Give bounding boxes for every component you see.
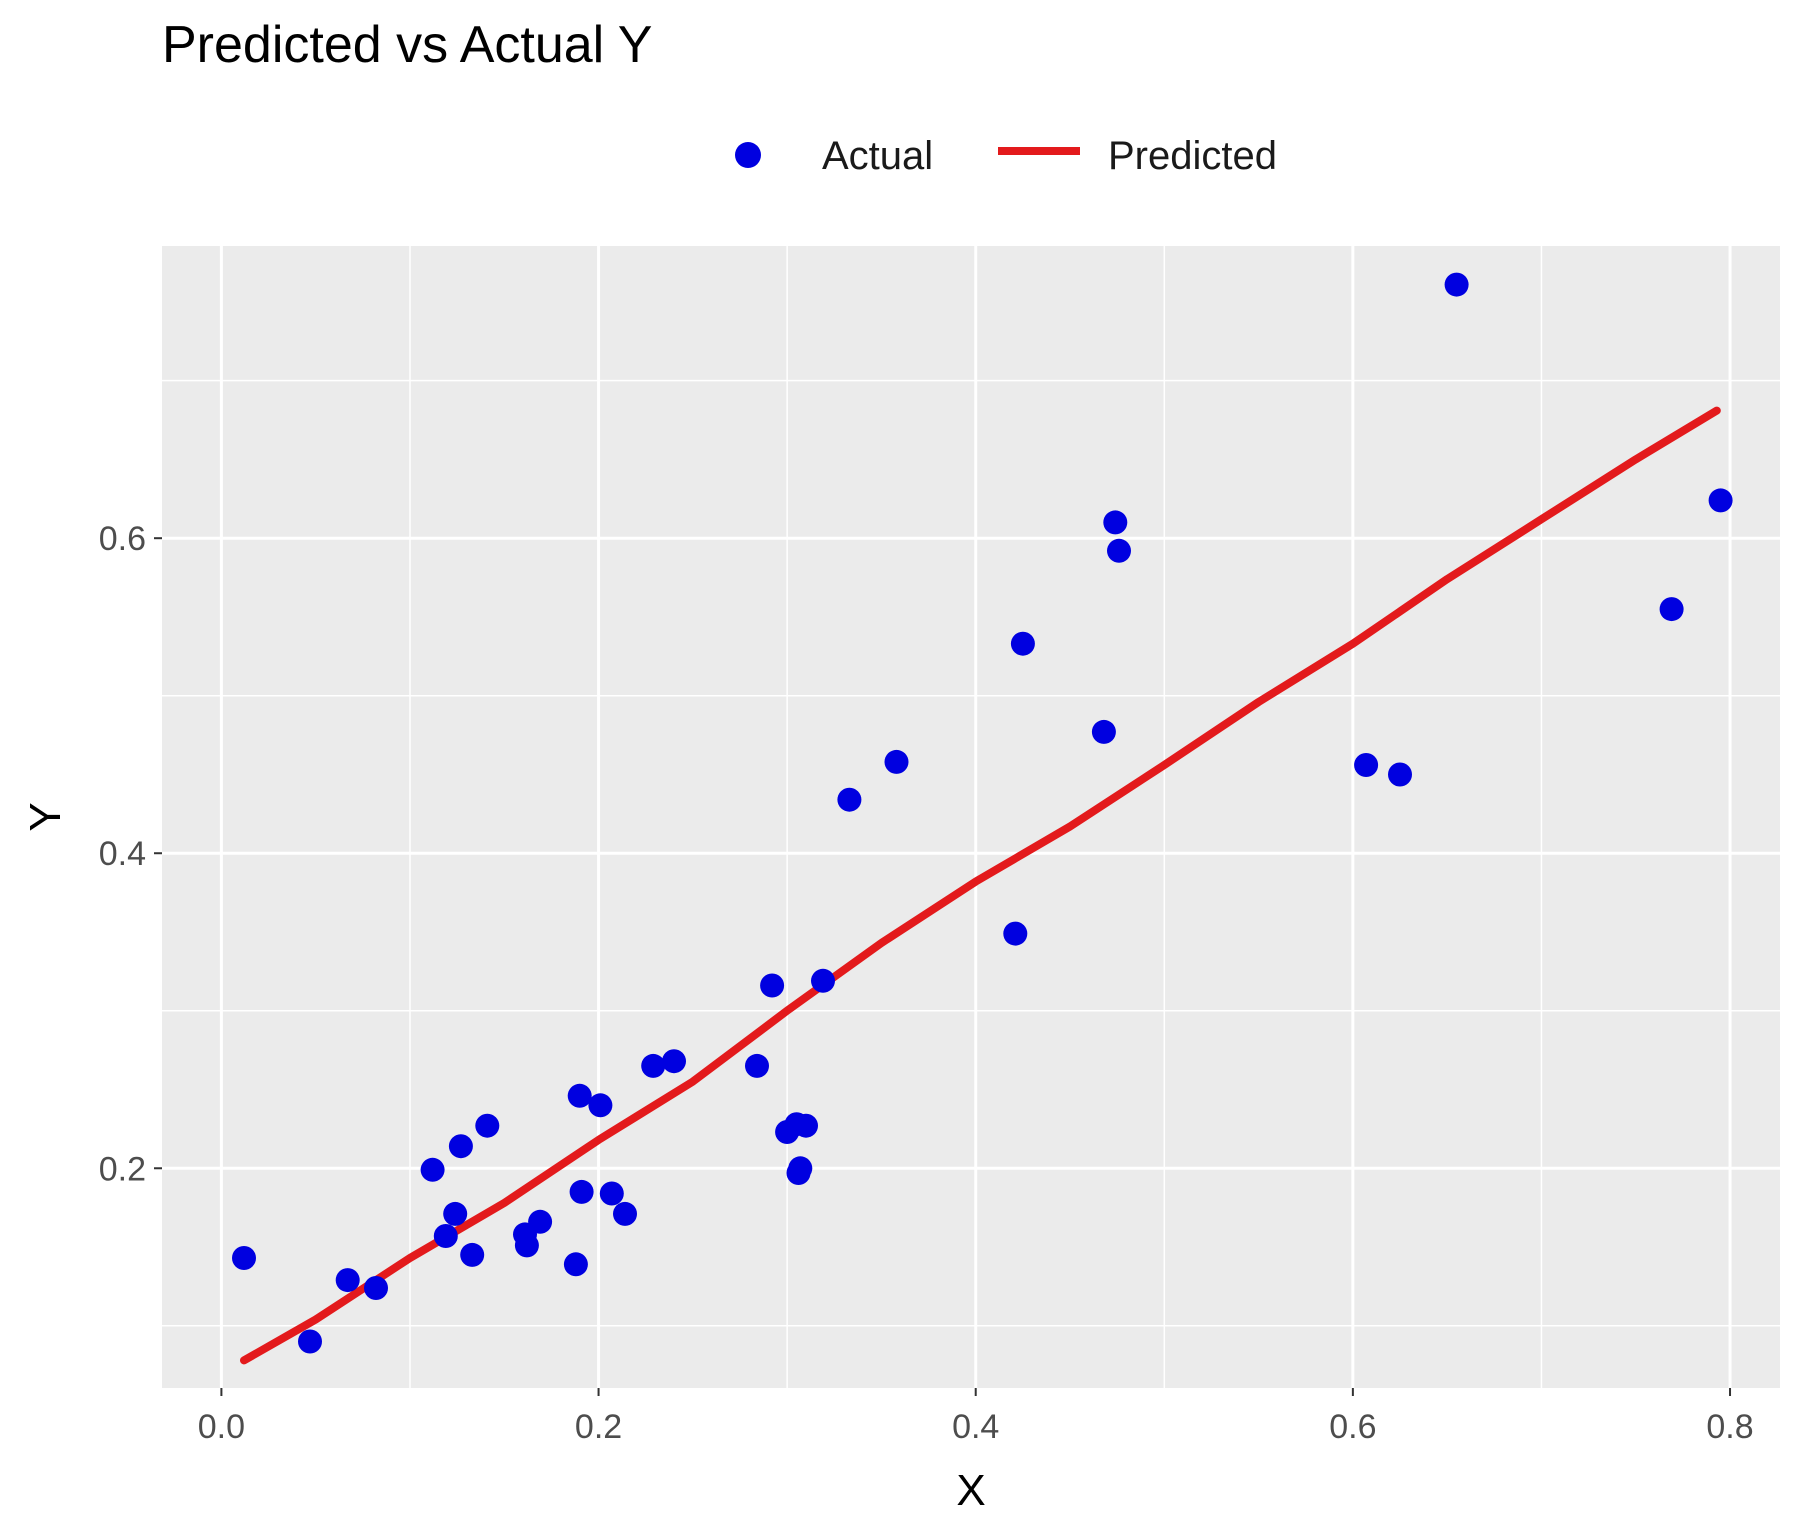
actual-point-13	[563, 1252, 588, 1277]
predicted-series-line	[240, 406, 1721, 1365]
y-tick-label-1: 0.4	[99, 835, 146, 873]
actual-point-0	[232, 1246, 256, 1270]
x-tick-label-4: 0.8	[1706, 1408, 1753, 1446]
actual-point-39	[1659, 597, 1684, 622]
x-axis: 0.0 0.2 0.4 0.6 0.8	[198, 1388, 1754, 1446]
actual-point-33	[1091, 719, 1116, 744]
y-axis-label: Y	[21, 802, 70, 831]
actual-point-37	[1388, 762, 1412, 787]
legend: Actual Predicted	[735, 134, 1277, 178]
actual-point-34	[1103, 510, 1128, 535]
actual-point-22	[760, 973, 785, 998]
actual-point-28	[811, 968, 835, 993]
legend-actual-marker	[735, 142, 761, 168]
y-axis: 0.2 0.4 0.6	[99, 520, 162, 1188]
actual-point-20	[662, 1049, 686, 1074]
actual-series-points	[232, 272, 1733, 1354]
actual-point-2	[335, 1268, 360, 1293]
actual-point-4	[420, 1157, 445, 1182]
actual-point-30	[884, 749, 909, 774]
legend-actual-label: Actual	[822, 134, 933, 178]
actual-point-31	[1003, 921, 1028, 946]
legend-predicted-label: Predicted	[1108, 134, 1277, 178]
y-tick-label-2: 0.6	[99, 520, 146, 558]
actual-point-7	[448, 1134, 473, 1159]
actual-point-35	[1107, 538, 1131, 563]
actual-point-21	[745, 1053, 769, 1078]
x-tick-label-0: 0.0	[198, 1408, 245, 1446]
actual-point-17	[599, 1181, 624, 1206]
plot-area	[162, 246, 1780, 1388]
actual-point-1	[298, 1329, 322, 1354]
actual-point-29	[837, 787, 862, 812]
actual-point-12	[528, 1209, 553, 1234]
minor-gridlines	[162, 246, 1780, 1388]
actual-point-16	[588, 1093, 613, 1118]
actual-point-9	[475, 1113, 500, 1138]
actual-point-14	[567, 1083, 592, 1108]
actual-point-5	[433, 1224, 458, 1248]
x-tick-label-1: 0.2	[575, 1408, 622, 1446]
x-tick-label-3: 0.6	[1329, 1408, 1376, 1446]
actual-point-26	[788, 1156, 813, 1181]
actual-point-40	[1708, 488, 1733, 513]
actual-point-6	[443, 1201, 468, 1226]
chart-title: Predicted vs Actual Y	[162, 16, 652, 74]
x-tick-label-2: 0.4	[952, 1408, 999, 1446]
actual-point-27	[794, 1113, 818, 1138]
actual-point-11	[514, 1233, 539, 1258]
actual-point-38	[1444, 272, 1469, 297]
actual-point-8	[460, 1242, 485, 1267]
y-tick-label-0: 0.2	[99, 1150, 146, 1188]
actual-point-3	[364, 1276, 388, 1300]
actual-point-15	[569, 1179, 594, 1204]
x-axis-label: X	[956, 1466, 985, 1515]
actual-point-32	[1010, 631, 1035, 656]
actual-point-19	[641, 1053, 666, 1078]
actual-point-18	[613, 1201, 637, 1226]
actual-point-36	[1354, 753, 1379, 777]
panel-background	[162, 246, 1780, 1388]
